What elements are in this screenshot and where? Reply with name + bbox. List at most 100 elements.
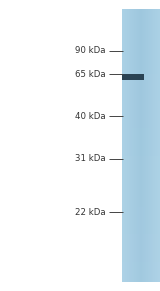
Bar: [122, 63, 160, 67]
Bar: [122, 258, 160, 262]
Bar: [128, 9, 129, 282]
Bar: [158, 9, 159, 282]
Bar: [123, 9, 124, 282]
Bar: [122, 87, 160, 91]
Bar: [122, 272, 160, 275]
Bar: [122, 245, 160, 248]
Bar: [146, 9, 147, 282]
Text: 90 kDa: 90 kDa: [75, 47, 106, 55]
Bar: [136, 9, 137, 282]
Bar: [155, 9, 156, 282]
Bar: [124, 9, 125, 282]
Bar: [122, 43, 160, 46]
Bar: [122, 9, 160, 12]
Bar: [122, 241, 160, 245]
Bar: [122, 197, 160, 200]
Bar: [122, 214, 160, 217]
Bar: [137, 9, 138, 282]
Bar: [122, 173, 160, 176]
Bar: [145, 9, 146, 282]
Bar: [122, 135, 160, 139]
Bar: [122, 169, 160, 173]
Bar: [127, 9, 128, 282]
Bar: [122, 50, 160, 53]
Bar: [122, 224, 160, 228]
Text: 31 kDa: 31 kDa: [75, 154, 106, 163]
Bar: [148, 9, 149, 282]
Bar: [122, 200, 160, 204]
Bar: [149, 9, 150, 282]
Bar: [122, 235, 160, 238]
Bar: [122, 269, 160, 272]
Bar: [142, 9, 143, 282]
Bar: [144, 9, 145, 282]
Bar: [122, 228, 160, 231]
Bar: [152, 9, 153, 282]
Bar: [122, 26, 160, 29]
Bar: [134, 9, 135, 282]
Bar: [122, 163, 160, 166]
Bar: [122, 101, 160, 104]
Bar: [122, 115, 160, 118]
Bar: [159, 9, 160, 282]
Bar: [122, 104, 160, 108]
Bar: [132, 9, 133, 282]
Bar: [151, 9, 152, 282]
Bar: [131, 9, 132, 282]
Bar: [138, 9, 139, 282]
Bar: [129, 9, 130, 282]
Bar: [140, 9, 141, 282]
Bar: [122, 81, 160, 84]
Bar: [122, 53, 160, 56]
Bar: [122, 265, 160, 269]
Bar: [122, 36, 160, 40]
Bar: [122, 139, 160, 142]
Text: 22 kDa: 22 kDa: [75, 208, 106, 217]
Bar: [122, 125, 160, 128]
Bar: [157, 9, 158, 282]
Bar: [122, 70, 160, 74]
Bar: [122, 60, 160, 63]
Text: 40 kDa: 40 kDa: [75, 112, 106, 121]
Bar: [122, 251, 160, 255]
Bar: [141, 9, 142, 282]
Bar: [122, 94, 160, 98]
Bar: [122, 142, 160, 146]
Bar: [122, 29, 160, 33]
Bar: [122, 255, 160, 258]
Bar: [122, 275, 160, 279]
Bar: [122, 279, 160, 282]
Bar: [122, 149, 160, 152]
Bar: [122, 122, 160, 125]
Bar: [122, 166, 160, 169]
Bar: [122, 210, 160, 214]
Bar: [139, 9, 140, 282]
Bar: [122, 183, 160, 187]
Bar: [122, 221, 160, 224]
Bar: [126, 9, 127, 282]
Bar: [122, 22, 160, 26]
Bar: [122, 108, 160, 111]
Bar: [122, 9, 123, 282]
Bar: [122, 91, 160, 94]
Bar: [122, 207, 160, 210]
Bar: [153, 9, 154, 282]
Bar: [122, 146, 160, 149]
Bar: [154, 9, 155, 282]
Bar: [122, 46, 160, 50]
Bar: [122, 187, 160, 190]
Bar: [122, 159, 160, 163]
Bar: [122, 84, 160, 87]
Bar: [122, 262, 160, 265]
Bar: [122, 194, 160, 197]
Bar: [122, 77, 160, 81]
Bar: [122, 12, 160, 15]
Bar: [122, 248, 160, 251]
Text: 65 kDa: 65 kDa: [75, 70, 106, 79]
Bar: [122, 176, 160, 180]
Bar: [122, 180, 160, 183]
Bar: [122, 118, 160, 122]
Bar: [122, 231, 160, 235]
Bar: [133, 9, 134, 282]
Bar: [122, 111, 160, 115]
